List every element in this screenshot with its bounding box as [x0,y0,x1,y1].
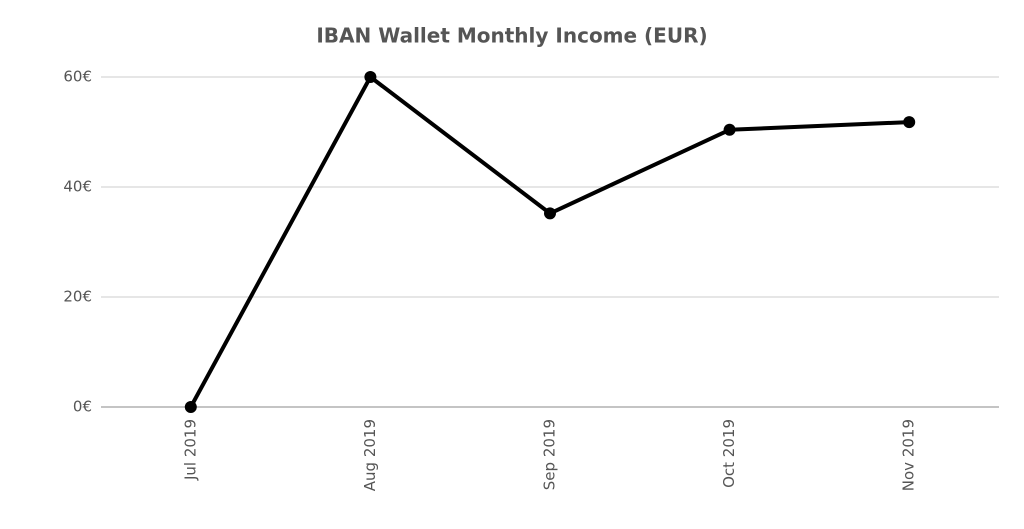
point [723,123,736,136]
point [364,71,377,83]
point [184,401,197,413]
y-tick-label: 40€ [63,178,92,196]
point [903,116,916,129]
y-tick-label: 20€ [63,288,92,306]
point [544,207,556,220]
x-tick-label: Sep 2019 [541,419,559,490]
chart-title: IBAN Wallet Monthly Income (EUR) [316,24,707,48]
y-tick-label: 0€ [73,398,92,416]
y-tick-label: 60€ [63,68,92,86]
x-tick-label: Nov 2019 [900,419,918,491]
x-tick-label: Aug 2019 [361,419,379,491]
x-tick-label: Jul 2019 [181,419,199,481]
line [189,75,910,408]
x-tick-label: Oct 2019 [720,419,738,488]
